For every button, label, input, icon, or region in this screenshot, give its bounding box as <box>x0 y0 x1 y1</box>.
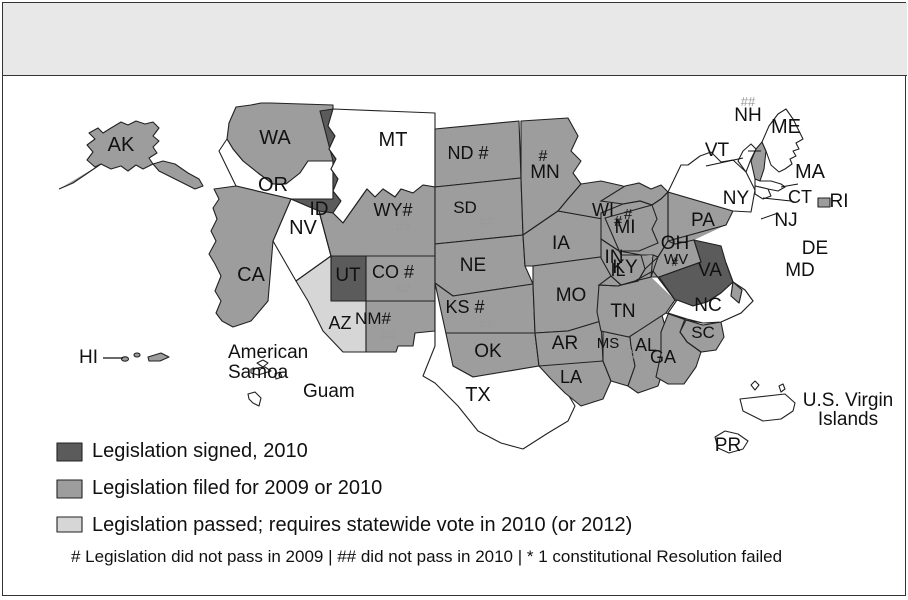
svg-text:NH: NH <box>734 105 761 126</box>
svg-text:PR: PR <box>715 435 741 456</box>
svg-text:MA: MA <box>795 161 826 183</box>
svg-text:WA: WA <box>259 127 291 149</box>
svg-text:MD: MD <box>785 260 815 281</box>
svg-text:NC: NC <box>694 295 721 316</box>
svg-text:DE: DE <box>802 238 828 259</box>
svg-text:CA: CA <box>237 264 265 286</box>
svg-text:HI: HI <box>79 347 98 368</box>
svg-text:MN: MN <box>530 162 560 183</box>
svg-text:Islands: Islands <box>818 409 878 430</box>
svg-text:American: American <box>228 342 308 363</box>
svg-text:WI: WI <box>592 200 614 220</box>
svg-text:##: ## <box>396 219 411 234</box>
svg-text:MT: MT <box>379 129 408 151</box>
svg-text:CO #: CO # <box>372 262 414 282</box>
svg-text:NY: NY <box>723 188 750 209</box>
svg-text:PA: PA <box>691 210 715 231</box>
svg-text:WY#: WY# <box>373 200 412 220</box>
svg-text:##: ## <box>381 327 396 342</box>
svg-text:# Legislation did not pass in: # Legislation did not pass in 2009 | ## … <box>71 547 782 566</box>
svg-text:ND #: ND # <box>447 143 488 163</box>
svg-text:NV: NV <box>289 217 317 239</box>
svg-text:RI: RI <box>830 191 849 212</box>
svg-text:Guam: Guam <box>303 381 355 402</box>
svg-text:LA: LA <box>560 367 582 387</box>
svg-text:VA: VA <box>698 260 722 281</box>
svg-text:WV: WV <box>664 251 688 268</box>
svg-text:AR: AR <box>552 333 578 354</box>
svg-text:U.S. Virgin: U.S. Virgin <box>803 390 893 411</box>
svg-text:SD: SD <box>453 198 477 217</box>
svg-text:MO: MO <box>556 285 587 306</box>
svg-text:#: # <box>614 213 623 230</box>
svg-text:NE: NE <box>460 255 486 276</box>
svg-text:KS #: KS # <box>445 297 484 317</box>
svg-text:Legislation filed for 2009 or: Legislation filed for 2009 or 2010 <box>92 477 382 499</box>
svg-text:##: ## <box>479 316 494 331</box>
svg-text:UT: UT <box>335 265 361 286</box>
svg-text:Legislation passed; requires s: Legislation passed; requires statewide v… <box>92 514 632 536</box>
svg-text:VT: VT <box>705 140 730 161</box>
svg-text:ME: ME <box>771 116 801 138</box>
svg-text:TX: TX <box>465 384 491 406</box>
svg-text:AZ: AZ <box>328 313 351 333</box>
svg-text:IA: IA <box>552 233 570 254</box>
svg-text:KY: KY <box>612 257 638 278</box>
svg-text:AK: AK <box>108 134 135 156</box>
svg-text:GA: GA <box>650 347 676 367</box>
svg-text:OR: OR <box>258 174 288 196</box>
svg-text:OK: OK <box>474 341 502 362</box>
svg-text:TN: TN <box>610 301 635 322</box>
svg-text:SC: SC <box>691 323 715 342</box>
svg-text:CT: CT <box>788 187 812 207</box>
svg-text:MS: MS <box>597 335 620 352</box>
svg-text:##: ## <box>396 281 411 296</box>
svg-text:ID: ID <box>310 199 329 220</box>
svg-text:NM#: NM# <box>355 309 391 328</box>
svg-text:##: ## <box>479 214 494 229</box>
svg-text:Legislation signed, 2010: Legislation signed, 2010 <box>92 440 308 462</box>
svg-text:Samoa: Samoa <box>228 362 289 383</box>
svg-text:NJ: NJ <box>774 210 797 231</box>
